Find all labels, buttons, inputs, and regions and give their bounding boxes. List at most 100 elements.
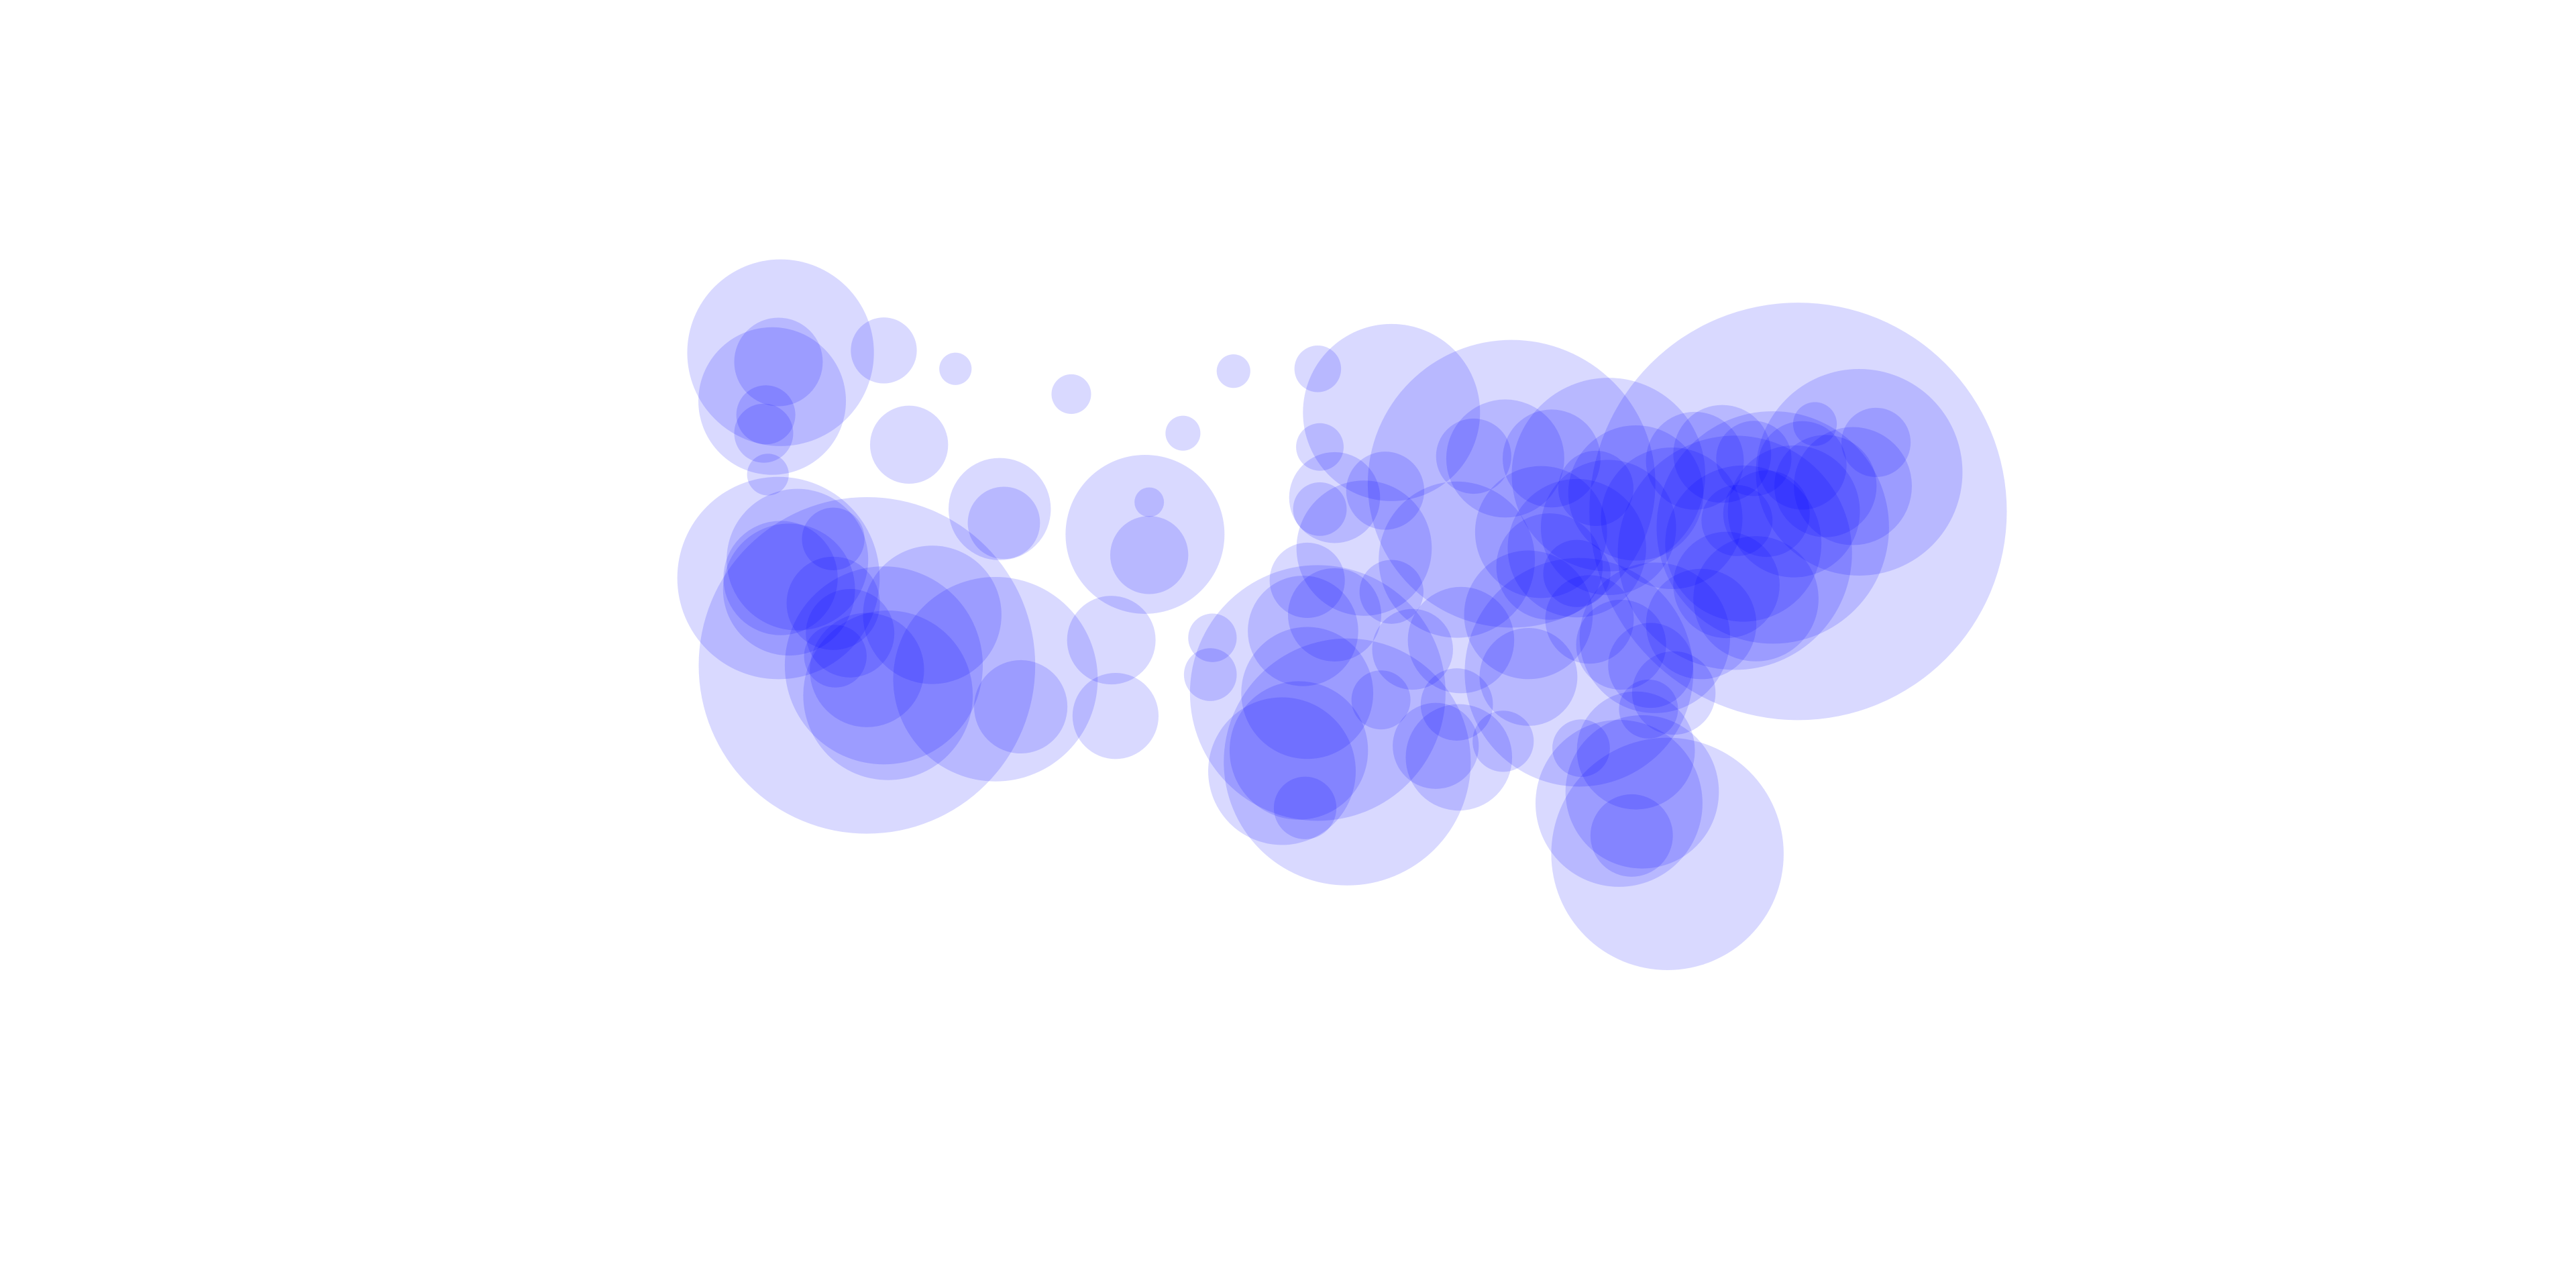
bubble (1189, 565, 1446, 821)
bubble (1183, 648, 1237, 701)
bubble (1464, 550, 1593, 680)
bubble (1502, 409, 1601, 508)
bubble (1673, 531, 1780, 639)
bubble (1248, 576, 1358, 686)
bubble (1110, 516, 1189, 594)
bubble (863, 545, 1002, 684)
bubble (1208, 697, 1356, 845)
bubble (1065, 455, 1225, 614)
bubble (1646, 411, 1744, 510)
bubble (1067, 596, 1156, 685)
bubble (1756, 368, 1963, 576)
bubble (784, 566, 983, 765)
bubble (1543, 539, 1611, 607)
bubble (1617, 435, 1852, 670)
bubble (1287, 568, 1382, 662)
bubble (1758, 421, 1847, 510)
bubble (806, 588, 895, 678)
bubble (1496, 513, 1603, 620)
bubble (736, 385, 796, 445)
bubble (948, 458, 1051, 560)
bubble (1792, 402, 1837, 446)
bubble (747, 454, 789, 496)
bubble (1568, 425, 1704, 561)
bubble (1507, 478, 1646, 618)
bubble (734, 317, 823, 407)
bubble (1619, 679, 1678, 739)
bubble (786, 556, 880, 650)
bubble (974, 659, 1068, 754)
bubble (1673, 405, 1772, 503)
bubble (1576, 691, 1695, 810)
bubble (727, 488, 869, 631)
bubble (939, 352, 972, 385)
bubble (1464, 558, 1694, 787)
bubble (1296, 423, 1344, 471)
bubble (1188, 613, 1237, 662)
bubble (1241, 627, 1374, 759)
bubble (1372, 609, 1453, 690)
bubble (1716, 421, 1792, 496)
bubble (1590, 794, 1673, 877)
bubble (1351, 670, 1411, 730)
bubble (723, 521, 838, 635)
bubble (1727, 445, 1860, 578)
bubble (1558, 450, 1633, 527)
bubble (967, 486, 1040, 560)
bubble (803, 610, 973, 780)
bubble (687, 259, 874, 446)
bubble (1269, 542, 1345, 619)
bubble (1646, 568, 1757, 680)
bubble (1723, 470, 1810, 558)
bubble (1379, 481, 1536, 638)
bubble (802, 507, 865, 571)
bubble (1273, 776, 1337, 839)
bubble (1576, 599, 1666, 690)
bubble (698, 327, 847, 475)
bubble (1407, 586, 1515, 694)
bubble (1296, 480, 1432, 616)
bubble (869, 405, 949, 484)
bubble (1134, 487, 1165, 517)
bubble (1294, 345, 1342, 392)
bubble (698, 496, 1036, 834)
bubble (1359, 560, 1424, 624)
bubble (1601, 447, 1743, 590)
bubble (1216, 354, 1250, 388)
bubble (1420, 668, 1493, 741)
bubble (1511, 378, 1706, 572)
bubble (1545, 575, 1634, 664)
bubble (1656, 411, 1889, 644)
bubble (1552, 719, 1610, 778)
bubble (1774, 435, 1877, 537)
bubble (1589, 303, 2007, 721)
bubble (1289, 452, 1381, 543)
bubble (1565, 715, 1719, 869)
bubble (810, 613, 924, 727)
bubble (1474, 466, 1607, 598)
bubble (1224, 638, 1471, 886)
bubble (1551, 737, 1784, 971)
bubble (1631, 651, 1716, 735)
bubble (1540, 460, 1676, 596)
bubble (1535, 719, 1703, 887)
bubble (1405, 704, 1513, 811)
bubble (1479, 627, 1578, 726)
bubble (1165, 415, 1201, 451)
bubble (1841, 407, 1911, 478)
bubble (804, 625, 867, 688)
bubble (734, 403, 794, 463)
bubble (677, 476, 880, 680)
bubble (1346, 452, 1425, 530)
bubble (893, 576, 1098, 782)
bubble (1472, 710, 1534, 772)
bubble (1794, 427, 1913, 545)
bubble (722, 523, 855, 656)
bubble (1693, 536, 1819, 662)
bubble (851, 317, 917, 384)
bubble (1608, 623, 1693, 708)
bubble (1293, 482, 1347, 536)
bubble (1229, 681, 1368, 820)
